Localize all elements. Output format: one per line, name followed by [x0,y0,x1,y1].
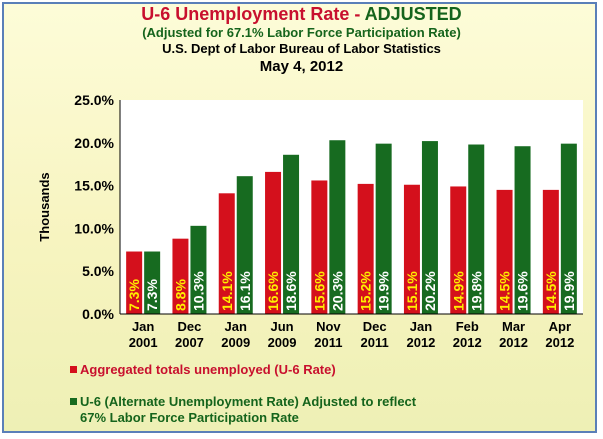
legend-label-series-2-line2: 67% Labor Force Participation Rate [80,410,299,425]
y-tick-label: 20.0% [74,135,114,151]
x-tick-label: 2007 [175,335,204,350]
legend-series-2: U-6 (Alternate Unemployment Rate) Adjust… [70,394,416,426]
data-label-series-2: 10.3% [190,271,206,311]
x-tick-label: Jan [410,319,432,334]
bar-series-2 [144,251,161,314]
y-tick-label: 0.0% [82,306,114,322]
data-label-series-1: 14.9% [450,271,466,311]
x-tick-label: Jun [270,319,293,334]
chart-title-part1: U-6 Unemployment Rate - [141,4,365,24]
data-label-series-2: 7.3% [144,279,160,311]
legend-series-1: Aggregated totals unemployed (U-6 Rate) [70,362,336,378]
bar-series-1 [172,238,189,314]
data-label-series-1: 8.8% [172,279,188,311]
chart-subtitle: (Adjusted for 67.1% Labor Force Particip… [142,25,461,40]
x-tick-label: 2009 [268,335,297,350]
bar-series-2 [514,146,531,314]
x-tick-label: Jan [225,319,247,334]
data-label-series-2: 20.2% [422,271,438,311]
data-label-series-2: 18.6% [283,271,299,311]
x-tick-label: 2012 [406,335,435,350]
chart-date: May 4, 2012 [259,58,344,75]
x-tick-label: Apr [549,319,571,334]
x-tick-label: Mar [502,319,525,334]
y-axis-label: Thousands [37,172,52,241]
x-tick-label: Nov [316,319,341,334]
data-label-series-2: 19.6% [515,271,531,311]
data-label-series-1: 14.1% [219,271,235,311]
data-label-series-2: 19.8% [468,271,484,311]
y-tick-label: 25.0% [74,92,114,108]
data-label-series-2: 19.9% [376,271,392,311]
data-label-series-2: 16.1% [237,271,253,311]
data-label-series-1: 14.5% [543,271,559,311]
bar-series-2 [375,143,392,314]
x-tick-label: Feb [456,319,479,334]
data-label-series-1: 15.1% [404,271,420,311]
x-tick-label: 2012 [499,335,528,350]
x-tick-label: 2001 [129,335,158,350]
bar-series-2 [236,176,253,314]
data-label-series-2: 20.3% [329,271,345,311]
bar-series-2 [329,140,346,314]
data-label-series-1: 7.3% [126,279,142,311]
x-tick-label: Dec [363,319,387,334]
data-label-series-2: 19.9% [561,271,577,311]
bar-series-2 [560,143,577,314]
legend-swatch-red [70,366,77,374]
x-tick-label: 2011 [314,335,342,350]
bar-series-2 [421,141,438,314]
bar-series-1 [311,180,328,314]
chart-titles: U-6 Unemployment Rate - ADJUSTED (Adjust… [0,4,603,76]
bar-series-1 [265,171,282,314]
x-tick-label: 2011 [361,335,389,350]
bar-series-1 [496,189,513,314]
bar-series-1 [357,183,374,314]
chart-title-part2: ADJUSTED [364,4,462,24]
legend-label-series-1: Aggregated totals unemployed (U-6 Rate) [80,362,336,377]
chart-title: U-6 Unemployment Rate - ADJUSTED [0,4,603,25]
y-tick-label: 5.0% [82,263,114,279]
plot-area [120,100,583,314]
legend-label-series-2-line1: U-6 (Alternate Unemployment Rate) Adjust… [80,394,417,409]
bar-series-1 [542,189,559,314]
x-tick-label: 2009 [221,335,250,350]
data-label-series-1: 15.6% [311,271,327,311]
legend-swatch-green [70,398,77,406]
bar-series-2 [468,144,485,314]
y-tick-label: 10.0% [74,220,114,236]
data-label-series-1: 15.2% [358,271,374,311]
bar-series-1 [126,251,143,314]
x-tick-label: Dec [178,319,202,334]
chart-source: U.S. Dept of Labor Bureau of Labor Stati… [162,41,441,56]
bar-series-1 [218,193,235,314]
x-tick-label: Jan [132,319,154,334]
x-tick-label: 2012 [453,335,482,350]
bar-series-1 [450,186,467,314]
x-tick-label: 2012 [545,335,574,350]
bar-series-2 [283,154,300,314]
data-label-series-1: 16.6% [265,271,281,311]
bar-series-1 [403,184,420,314]
bar-series-2 [190,225,207,314]
data-label-series-1: 14.5% [497,271,513,311]
y-tick-label: 15.0% [74,178,114,194]
